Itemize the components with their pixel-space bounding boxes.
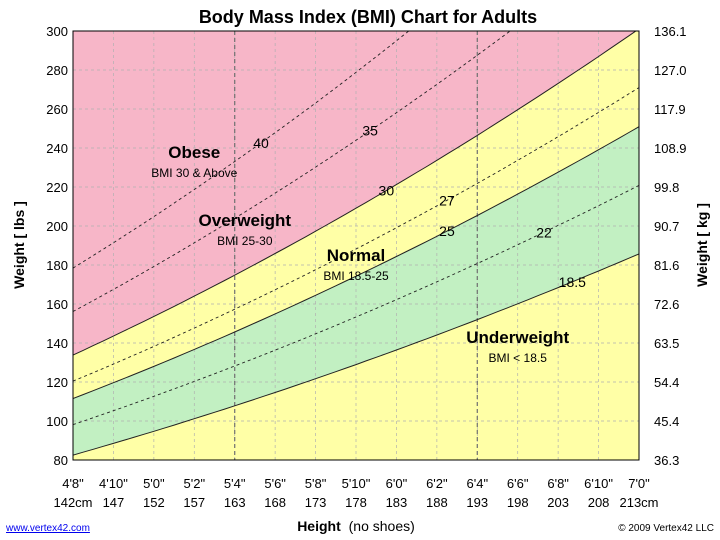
bmi-label-30: 30 xyxy=(379,183,395,199)
x-tick-cm: 178 xyxy=(345,495,367,510)
y-tick-left: 240 xyxy=(46,141,68,156)
x-axis-label: Height (no shoes) xyxy=(297,518,415,534)
bmi-curve-25 xyxy=(73,126,639,399)
x-tick-feet: 6'2" xyxy=(426,476,448,491)
bmi-label-27: 27 xyxy=(439,192,455,208)
copyright-text: © 2009 Vertex42 LLC xyxy=(618,523,714,534)
zone-sublabel-normal: BMI 18.5-25 xyxy=(323,269,389,283)
y-tick-left: 140 xyxy=(46,336,68,351)
zone-label-normal: Normal xyxy=(327,246,386,265)
zone-sublabel-obese: BMI 30 & Above xyxy=(151,166,237,180)
bmi-curve-22 xyxy=(73,184,639,426)
y-tick-left: 80 xyxy=(54,453,68,468)
zone-obese xyxy=(73,31,636,355)
x-axis-feet-ticks: 4'8" 4'10" 5'0" 5'2" 5'4" 5'6" 5'8" 5'10" 6'0" 6'… xyxy=(62,476,650,491)
zone-underweight xyxy=(73,253,639,460)
bmi-curve-27 xyxy=(73,87,639,382)
x-tick-feet: 6'10" xyxy=(584,476,613,491)
zone-label-obese: Obese xyxy=(168,143,220,162)
y-tick-right: 72.6 xyxy=(654,297,679,312)
bmi-label-25: 25 xyxy=(439,223,455,239)
x-tick-cm: 157 xyxy=(183,495,205,510)
plot-frame xyxy=(72,30,640,461)
x-tick-feet: 7'0" xyxy=(628,476,650,491)
x-tick-cm: 163 xyxy=(224,495,246,510)
bmi-label-22: 22 xyxy=(536,224,552,240)
x-tick-cm: 142cm xyxy=(53,495,92,510)
y-tick-right: 90.7 xyxy=(654,219,679,234)
x-tick-cm: 203 xyxy=(547,495,569,510)
bmi-curve-35 xyxy=(73,31,511,312)
x-tick-feet: 5'8" xyxy=(305,476,327,491)
y-tick-left: 120 xyxy=(46,375,68,390)
x-tick-feet: 5'10" xyxy=(342,476,371,491)
x-axis-cm-ticks: 142cm 147 152 157 163 168 173 178 183 188 193 198 20… xyxy=(53,495,658,510)
x-tick-feet: 5'6" xyxy=(264,476,286,491)
y-tick-right: 117.9 xyxy=(654,102,686,117)
y-axis-left-ticks: 80 100 120 140 160 180 200 220 240 260 280 300 xyxy=(46,24,68,468)
bmi-curve-40 xyxy=(73,31,410,269)
x-tick-cm: 173 xyxy=(305,495,327,510)
y-axis-right-label: Weight [ kg ] xyxy=(694,203,710,287)
x-tick-cm: 198 xyxy=(507,495,529,510)
zone-label-overweight: Overweight xyxy=(199,211,292,230)
y-tick-right: 108.9 xyxy=(654,141,687,156)
bmi-curve-30 xyxy=(73,31,637,356)
y-tick-left: 220 xyxy=(46,180,68,195)
y-tick-right: 63.5 xyxy=(654,336,679,351)
bmi-curves xyxy=(73,31,639,456)
y-tick-left: 280 xyxy=(46,63,68,78)
y-tick-right: 127.0 xyxy=(654,63,687,78)
zone-sublabel-overweight: BMI 25-30 xyxy=(217,234,273,248)
vertex42-link[interactable]: www.vertex42.com xyxy=(6,523,90,534)
x-tick-cm: 188 xyxy=(426,495,448,510)
zone-label-underweight: Underweight xyxy=(466,328,569,347)
x-axis-label-rest: (no shoes) xyxy=(349,518,415,534)
x-tick-feet: 6'0" xyxy=(386,476,408,491)
x-axis-label-bold: Height xyxy=(297,518,341,534)
bmi-curve-18.5 xyxy=(73,253,639,456)
y-tick-left: 100 xyxy=(46,414,68,429)
x-tick-feet: 5'2" xyxy=(184,476,206,491)
y-tick-left: 300 xyxy=(46,24,68,39)
x-tick-feet: 6'8" xyxy=(547,476,569,491)
y-tick-left: 260 xyxy=(46,102,68,117)
x-tick-feet: 6'4" xyxy=(467,476,489,491)
y-tick-left: 200 xyxy=(46,219,68,234)
x-tick-cm: 147 xyxy=(103,495,125,510)
x-tick-cm: 152 xyxy=(143,495,165,510)
y-axis-left-label: Weight [ lbs ] xyxy=(11,201,27,289)
x-tick-cm: 208 xyxy=(588,495,610,510)
y-axis-right-ticks: 36.3 45.4 54.4 63.5 72.6 81.6 90.7 99.8 108.9 117… xyxy=(654,24,687,468)
x-tick-cm: 183 xyxy=(386,495,408,510)
x-tick-feet: 4'8" xyxy=(62,476,84,491)
y-tick-right: 45.4 xyxy=(654,414,679,429)
y-tick-right: 81.6 xyxy=(654,258,679,273)
x-tick-feet: 6'6" xyxy=(507,476,529,491)
x-tick-feet: 5'4" xyxy=(224,476,246,491)
y-tick-left: 160 xyxy=(46,297,68,312)
x-tick-cm: 213cm xyxy=(619,495,658,510)
chart-title: Body Mass Index (BMI) Chart for Adults xyxy=(199,7,537,27)
x-tick-feet: 4'10" xyxy=(99,476,128,491)
y-tick-right: 99.8 xyxy=(654,180,679,195)
bmi-label-18.5: 18.5 xyxy=(559,274,586,290)
y-tick-left: 180 xyxy=(46,258,68,273)
gridlines xyxy=(73,31,639,460)
zone-sublabel-underweight: BMI < 18.5 xyxy=(489,351,548,365)
y-tick-right: 54.4 xyxy=(654,375,679,390)
x-tick-cm: 193 xyxy=(466,495,488,510)
x-tick-feet: 5'0" xyxy=(143,476,165,491)
y-tick-right: 36.3 xyxy=(654,453,679,468)
bmi-label-40: 40 xyxy=(253,135,269,151)
x-tick-cm: 168 xyxy=(264,495,286,510)
bmi-label-35: 35 xyxy=(362,123,378,139)
y-tick-right: 136.1 xyxy=(654,24,687,39)
zone-labels: Underweight BMI < 18.5 Normal BMI 18.5-25 Ov… xyxy=(151,143,569,365)
bmi-line-labels: 18.5 22 25 27 30 35 40 xyxy=(253,123,586,290)
